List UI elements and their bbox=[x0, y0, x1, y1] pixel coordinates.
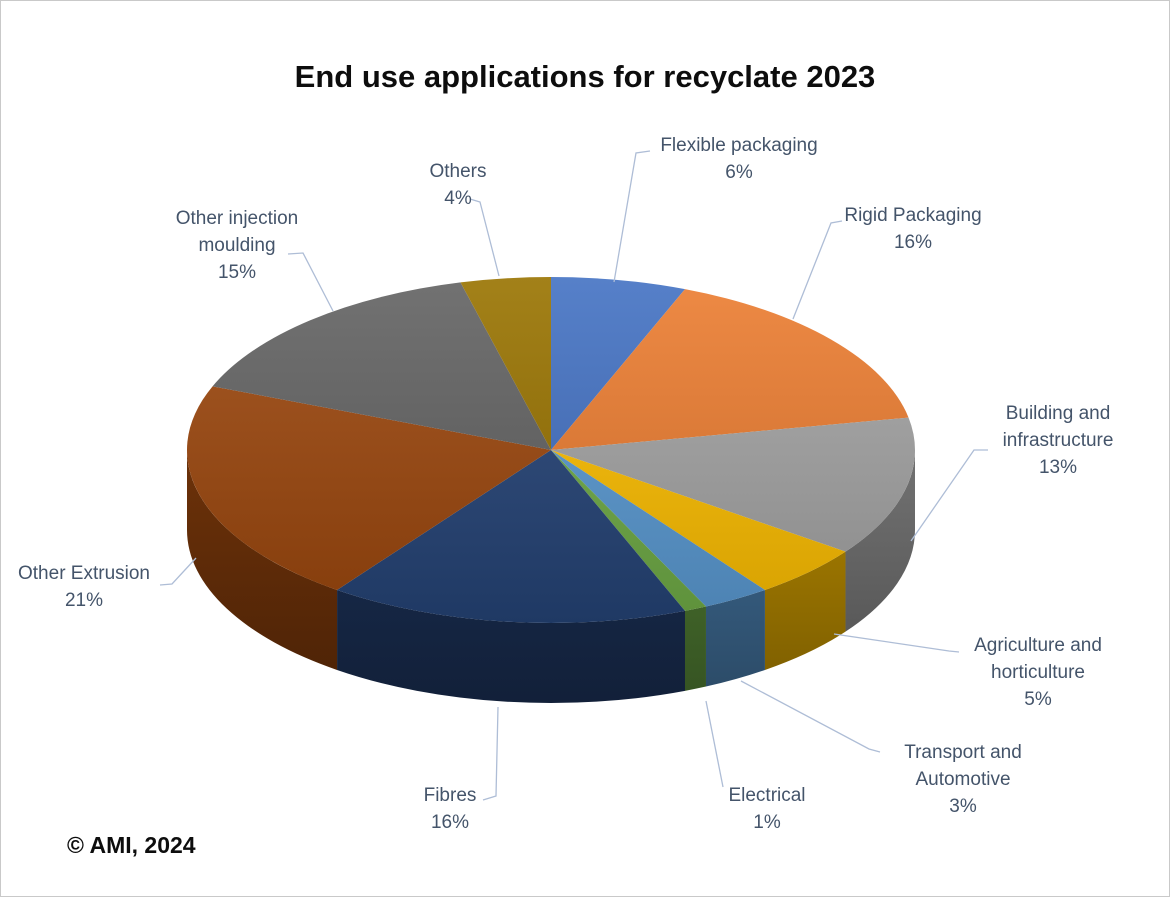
slice-label-text: Rigid Packaging bbox=[844, 205, 982, 226]
slice-label-text: Electrical bbox=[728, 785, 806, 806]
slice-label-text: Flexible packaging bbox=[660, 135, 818, 156]
pie-slice-agriculture-and-horticulture bbox=[551, 450, 846, 590]
leader-line-flexible-packaging bbox=[613, 150, 651, 283]
slice-label-value: 6% bbox=[725, 162, 753, 183]
slice-label-value: 15% bbox=[217, 262, 257, 283]
leader-line-other-extrusion bbox=[159, 557, 197, 586]
pie-slice-building-and-infrastructure-side bbox=[845, 450, 915, 632]
pie-slice-other-extrusion-side bbox=[187, 450, 338, 670]
slice-label-text: Agriculture and horticulture bbox=[974, 635, 1102, 683]
pie-slice-electrical bbox=[551, 450, 706, 611]
pie-slice-flexible-packaging bbox=[551, 277, 685, 450]
pie-slice-building-and-infrastructure bbox=[551, 417, 915, 552]
copyright-text: © AMI, 2024 bbox=[67, 832, 196, 858]
slice-label-text: Other injection moulding bbox=[175, 208, 299, 256]
slice-label-value: 21% bbox=[64, 590, 104, 611]
pie-slice-others bbox=[460, 277, 551, 450]
pie-slice-fibres-side bbox=[337, 589, 685, 703]
slice-label-text: Others bbox=[429, 161, 487, 182]
slice-label-value: 3% bbox=[949, 796, 977, 817]
slice-label-agriculture-and-horticulture: Agriculture and horticulture 5% bbox=[943, 632, 1133, 713]
pie-slice-transport-and-automotive bbox=[551, 450, 765, 607]
leader-line-agriculture-and-horticulture bbox=[833, 633, 960, 653]
pie-slice-transport-and-automotive-side bbox=[705, 589, 765, 687]
slice-label-fibres: Fibres 16% bbox=[395, 782, 505, 836]
slice-label-text: Other Extrusion bbox=[18, 563, 150, 584]
leader-line-building-and-infrastructure bbox=[910, 449, 988, 542]
slice-label-other-extrusion: Other Extrusion 21% bbox=[1, 560, 172, 614]
leader-line-rigid-packaging bbox=[792, 220, 843, 320]
slice-label-rigid-packaging: Rigid Packaging 16% bbox=[823, 202, 1003, 256]
slice-label-other-injection-moulding: Other injection moulding 15% bbox=[157, 205, 317, 286]
slice-label-building-and-infrastructure: Building and infrastructure 13% bbox=[973, 400, 1143, 481]
slice-label-value: 4% bbox=[444, 188, 472, 209]
slice-label-text: Fibres bbox=[423, 785, 477, 806]
slice-label-transport-and-automotive: Transport and Automotive 3% bbox=[883, 739, 1043, 820]
pie-slice-agriculture-and-horticulture-side bbox=[764, 551, 846, 670]
pie-slice-electrical-side bbox=[684, 606, 706, 691]
chart-title: End use applications for recyclate 2023 bbox=[294, 59, 876, 94]
pie-slice-other-extrusion bbox=[187, 386, 551, 590]
slice-label-value: 5% bbox=[1024, 689, 1052, 710]
leader-line-fibres bbox=[482, 706, 499, 801]
pie-slice-rigid-packaging bbox=[551, 289, 909, 450]
leader-line-others bbox=[469, 198, 500, 277]
slice-label-value: 16% bbox=[893, 232, 933, 253]
slice-label-electrical: Electrical 1% bbox=[702, 782, 832, 836]
leader-line-other-injection-moulding bbox=[287, 252, 334, 312]
slice-label-text: Transport and Automotive bbox=[904, 742, 1022, 790]
pie-slice-fibres bbox=[337, 450, 685, 623]
pie-slice-other-injection-moulding bbox=[212, 282, 552, 450]
slice-label-flexible-packaging: Flexible packaging 6% bbox=[644, 132, 834, 186]
leader-line-transport-and-automotive bbox=[740, 680, 881, 753]
slice-label-value: 16% bbox=[430, 812, 470, 833]
slice-label-value: 1% bbox=[753, 812, 781, 833]
slice-label-value: 13% bbox=[1038, 457, 1078, 478]
slice-label-text: Building and infrastructure bbox=[1002, 403, 1114, 451]
slice-label-others: Others 4% bbox=[403, 158, 513, 212]
leader-line-electrical bbox=[705, 700, 724, 788]
